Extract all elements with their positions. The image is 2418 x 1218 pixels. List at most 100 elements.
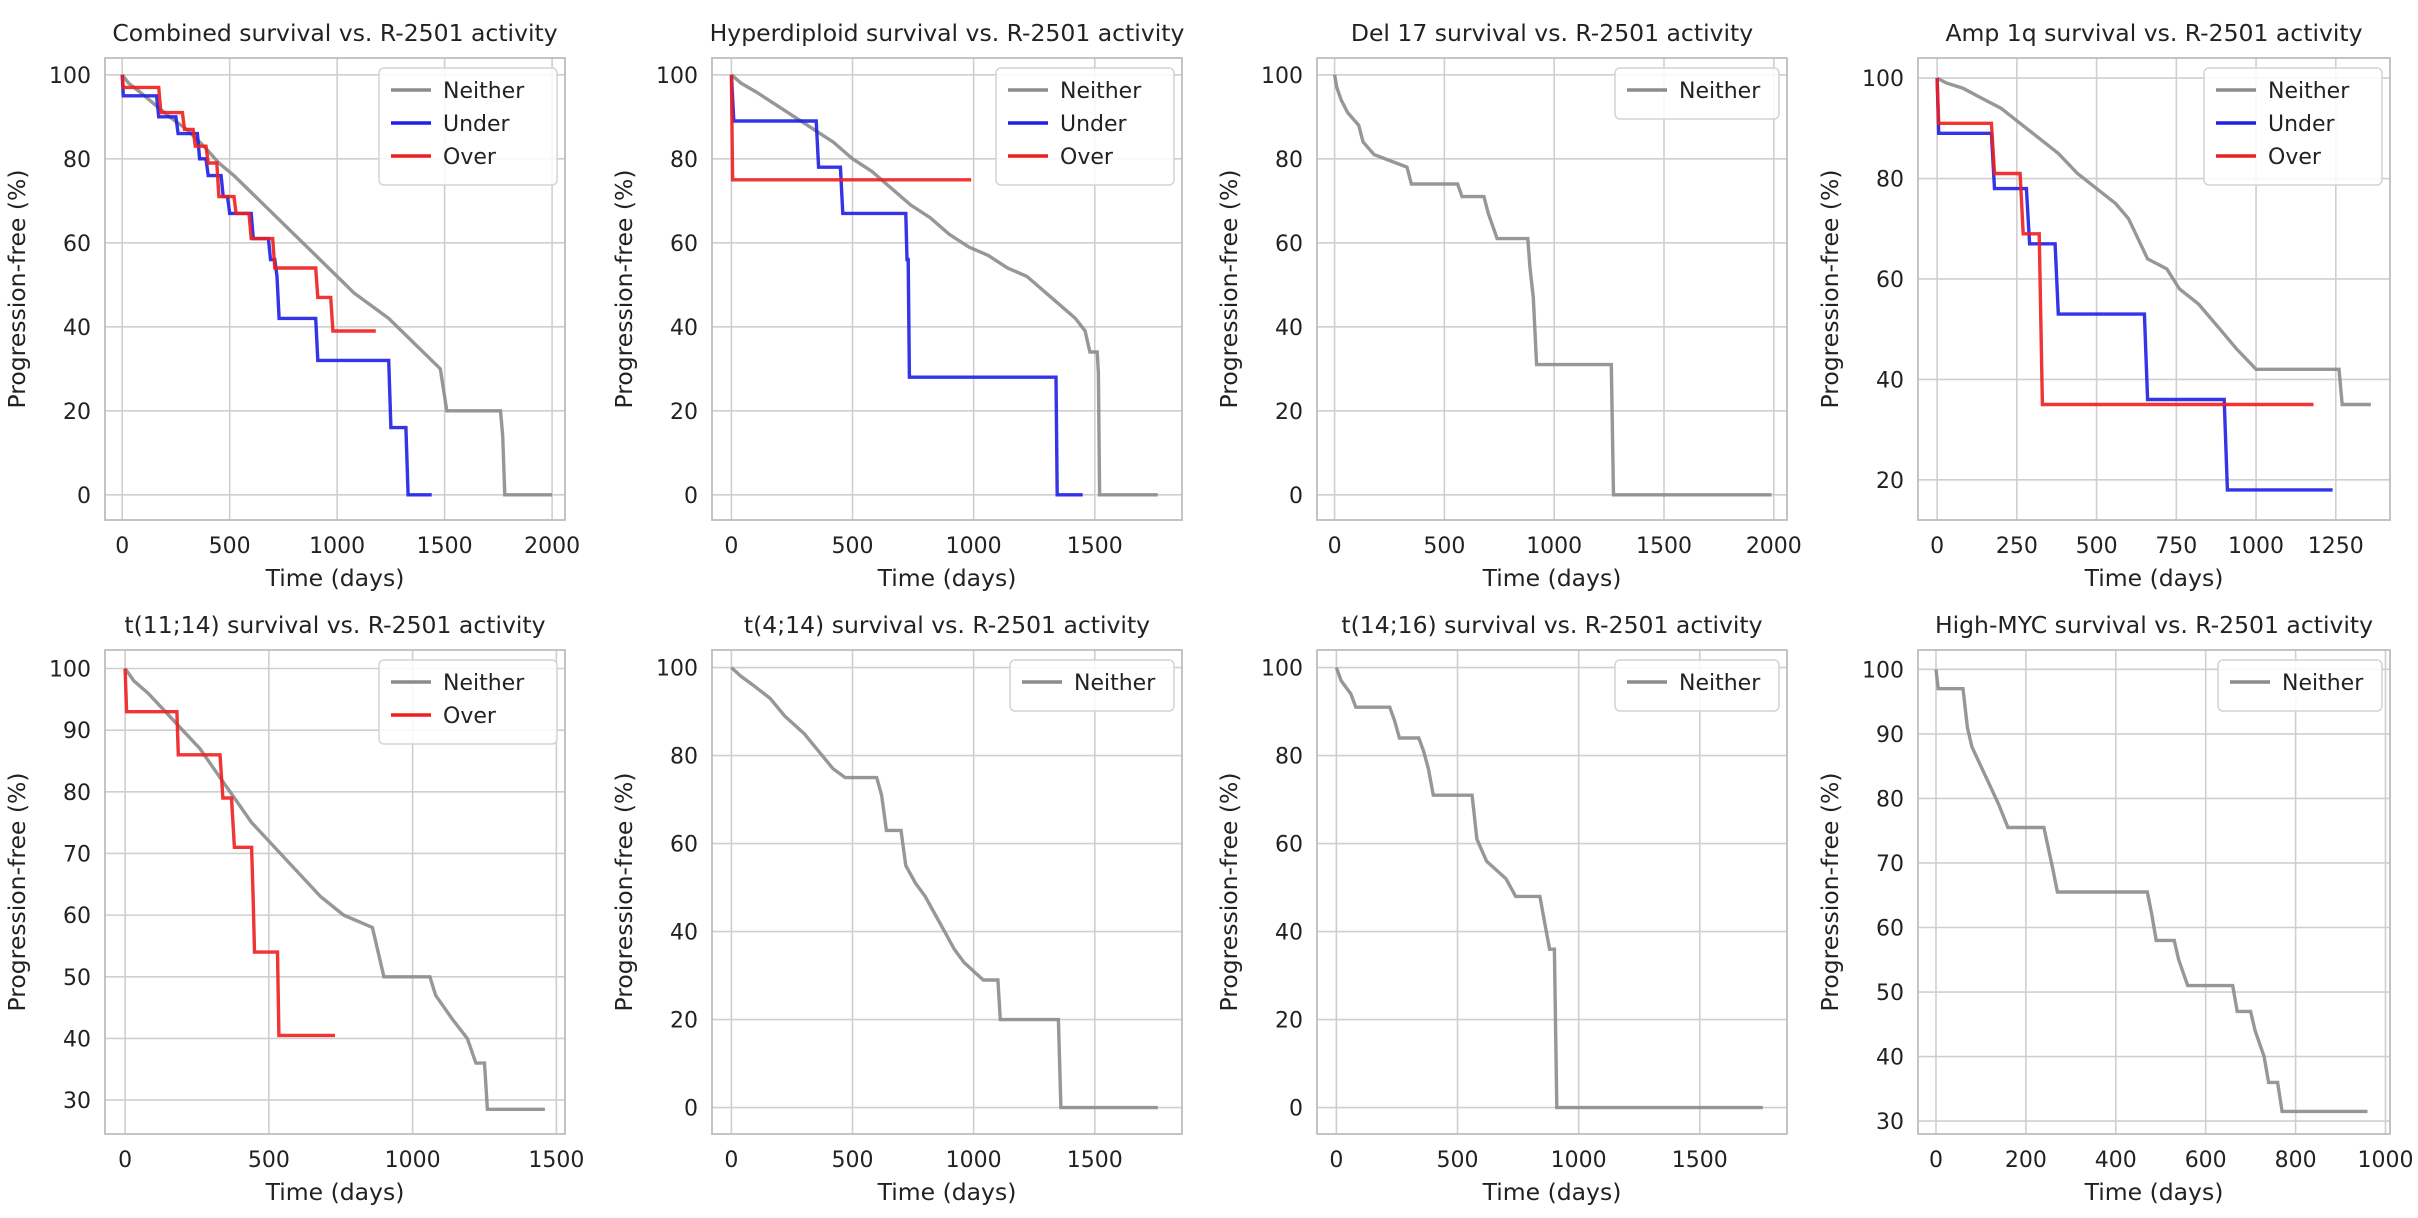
x-axis-label: Time (days)	[265, 1178, 405, 1206]
legend: Neither	[1614, 67, 1780, 120]
y-axis-label: Progression-free (%)	[3, 772, 31, 1011]
legend-label: Under	[443, 112, 511, 137]
y-axis-label: Progression-free (%)	[3, 169, 31, 408]
y-tick-label: 40	[1876, 1046, 1904, 1071]
legend-label: Neither	[1060, 79, 1142, 104]
x-tick-label: 750	[2155, 534, 2197, 559]
x-tick-label: 0	[724, 1148, 738, 1173]
legend-label: Over	[443, 145, 497, 170]
legend-label: Over	[2268, 145, 2322, 170]
legend-label: Under	[1060, 112, 1128, 137]
x-tick-label: 1500	[1067, 1148, 1123, 1173]
chart-title: t(4;14) survival vs. R-2501 activity	[744, 611, 1150, 639]
y-tick-label: 20	[670, 1009, 698, 1034]
y-tick-label: 100	[656, 64, 698, 89]
legend-box	[1614, 659, 1780, 712]
x-tick-label: 1000	[1526, 534, 1582, 559]
chart-title: t(11;14) survival vs. R-2501 activity	[124, 611, 545, 639]
chart-panel-2: 0 500 1000 1500 0 20 40 60 80 100 Hyperdiploid sur…	[610, 19, 1184, 592]
y-tick-label: 40	[670, 316, 698, 341]
x-tick-label: 500	[248, 1148, 290, 1173]
y-axis-label: Progression-free (%)	[1816, 772, 1844, 1011]
series-line-neither	[1934, 669, 2368, 1114]
y-tick-label: 100	[1261, 657, 1303, 682]
x-tick-label: 1500	[1672, 1148, 1728, 1173]
y-tick-label: 60	[1275, 833, 1303, 858]
y-tick-label: 70	[1876, 852, 1904, 877]
y-tick-label: 90	[1876, 723, 1904, 748]
plot-frame	[104, 649, 566, 1135]
x-axis-label: Time (days)	[877, 564, 1017, 592]
y-axis-label: Progression-free (%)	[1816, 169, 1844, 408]
y-tick-label: 100	[49, 657, 91, 682]
y-tick-label: 0	[1289, 1097, 1303, 1122]
series-line-neither	[123, 667, 545, 1111]
series-line-under	[729, 74, 1083, 497]
x-axis-label: Time (days)	[2084, 564, 2224, 592]
series-line-neither	[1936, 76, 2371, 407]
y-tick-label: 0	[684, 1097, 698, 1122]
x-tick-label: 1500	[528, 1148, 584, 1173]
x-tick-label: 2000	[524, 534, 580, 559]
chart-panel-6: 0 500 1000 1500 0 20 40 60 80 100 t(4;14) survival…	[610, 611, 1183, 1206]
y-tick-label: 100	[49, 64, 91, 89]
chart-panel-1: 0 500 1000 1500 2000 0 20 40 60 80 100 Combined sur…	[3, 19, 580, 592]
chart-panel-4: 0 250 500 750 1000 1250 20 40 60 80 100 Amp 1q surv…	[1816, 19, 2391, 592]
y-tick-label: 20	[1275, 1009, 1303, 1034]
y-tick-label: 80	[670, 745, 698, 770]
legend-label: Neither	[1679, 671, 1761, 696]
legend-label: Neither	[1074, 671, 1156, 696]
x-tick-label: 0	[1329, 1148, 1343, 1173]
series-line-neither	[730, 666, 1158, 1110]
y-tick-label: 70	[63, 842, 91, 867]
x-tick-label: 1000	[385, 1148, 441, 1173]
x-tick-label: 500	[832, 1148, 874, 1173]
legend-label: Neither	[1679, 79, 1761, 104]
y-tick-label: 80	[63, 781, 91, 806]
y-tick-label: 40	[1876, 368, 1904, 393]
legend-label: Under	[2268, 112, 2336, 137]
x-tick-label: 500	[2076, 534, 2118, 559]
x-axis-label: Time (days)	[2084, 1178, 2224, 1206]
x-tick-label: 1000	[946, 1148, 1002, 1173]
x-tick-label: 500	[1423, 534, 1465, 559]
chart-title: High-MYC survival vs. R-2501 activity	[1935, 611, 2373, 639]
y-tick-label: 80	[63, 148, 91, 173]
x-tick-label: 200	[2005, 1148, 2047, 1173]
y-tick-label: 60	[1876, 268, 1904, 293]
y-tick-label: 80	[1876, 787, 1904, 812]
chart-panel-7: 0 500 1000 1500 0 20 40 60 80 100 t(14;16) surviva…	[1215, 611, 1788, 1206]
y-tick-label: 50	[63, 966, 91, 991]
y-tick-label: 80	[1275, 148, 1303, 173]
y-tick-label: 100	[1261, 64, 1303, 89]
legend: Neither Under Over	[995, 67, 1175, 186]
chart-title: Hyperdiploid survival vs. R-2501 activit…	[710, 19, 1185, 47]
x-tick-label: 0	[115, 534, 129, 559]
x-tick-label: 500	[209, 534, 251, 559]
legend: Neither Under Over	[2203, 67, 2383, 186]
y-tick-label: 60	[1876, 916, 1904, 941]
x-axis-label: Time (days)	[877, 1178, 1017, 1206]
plot-frame	[104, 57, 566, 521]
chart-panel-5: 0 500 1000 1500 30 40 50 60 70 80 90 100 t(11;14) su…	[3, 611, 584, 1206]
legend: Neither	[1009, 659, 1175, 712]
x-axis-label: Time (days)	[1482, 564, 1622, 592]
x-tick-label: 1000	[1551, 1148, 1607, 1173]
plot-frame	[711, 649, 1183, 1135]
series-line-over	[729, 74, 972, 182]
x-tick-label: 1500	[1067, 534, 1123, 559]
x-tick-label: 400	[2095, 1148, 2137, 1173]
y-tick-label: 20	[1876, 469, 1904, 494]
y-tick-label: 40	[63, 316, 91, 341]
chart-panel-8: 0 200 400 600 800 1000 30 40 50 60 70 80 90 100 High-M…	[1816, 611, 2414, 1206]
legend: Neither	[2217, 659, 2383, 712]
y-tick-label: 40	[670, 921, 698, 946]
y-axis-label: Progression-free (%)	[1215, 772, 1243, 1011]
x-tick-label: 600	[2185, 1148, 2227, 1173]
x-tick-label: 0	[1328, 534, 1342, 559]
y-tick-label: 90	[63, 719, 91, 744]
legend-label: Neither	[443, 79, 525, 104]
x-tick-label: 1000	[2228, 534, 2284, 559]
y-tick-label: 50	[1876, 981, 1904, 1006]
